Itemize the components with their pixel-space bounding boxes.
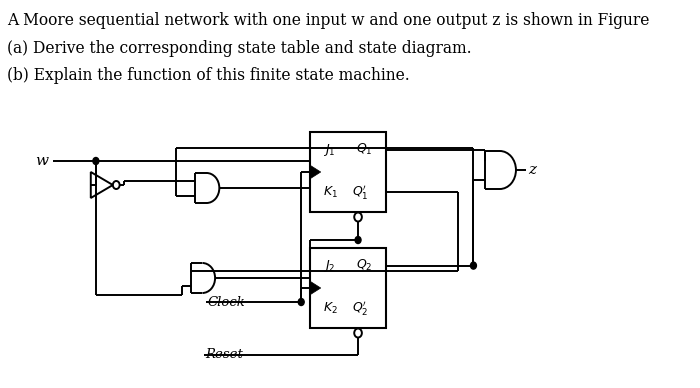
Text: $Q_2$: $Q_2$: [356, 258, 373, 273]
Circle shape: [470, 262, 477, 269]
Text: $Q_1'$: $Q_1'$: [352, 183, 369, 201]
Text: (b) Explain the function of this finite state machine.: (b) Explain the function of this finite …: [7, 67, 409, 84]
Text: $J_1$: $J_1$: [323, 142, 336, 158]
Text: w: w: [36, 154, 48, 168]
Text: $K_2$: $K_2$: [323, 300, 338, 315]
Circle shape: [355, 237, 361, 244]
Text: $Q_2'$: $Q_2'$: [352, 299, 369, 317]
Text: Reset: Reset: [205, 348, 243, 362]
Text: A Moore sequential network with one input w and one output z is shown in Figure: A Moore sequential network with one inpu…: [7, 12, 649, 29]
Text: z: z: [528, 163, 536, 177]
Circle shape: [298, 298, 304, 305]
Circle shape: [93, 158, 99, 165]
Text: Clock: Clock: [208, 296, 246, 308]
Polygon shape: [309, 165, 321, 179]
Text: $K_1$: $K_1$: [323, 184, 338, 199]
Bar: [309, 132, 386, 212]
Text: $J_2$: $J_2$: [323, 258, 335, 274]
Text: (a) Derive the corresponding state table and state diagram.: (a) Derive the corresponding state table…: [7, 40, 471, 57]
Polygon shape: [309, 281, 321, 295]
Bar: [309, 248, 386, 328]
Text: $Q_1$: $Q_1$: [356, 142, 373, 157]
